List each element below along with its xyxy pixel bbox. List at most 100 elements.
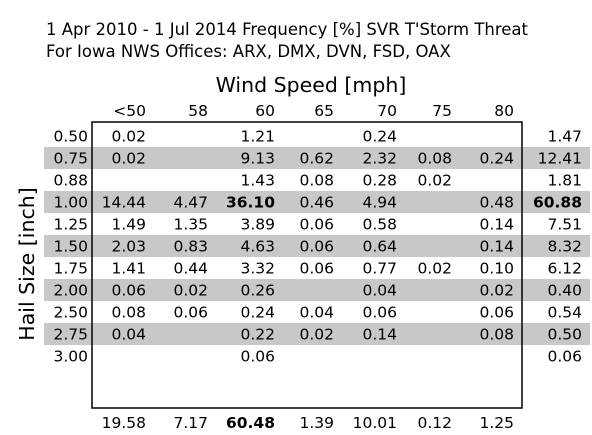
row-header: 2.75 (53, 326, 88, 344)
row-total: 0.06 (547, 348, 582, 366)
table-cell: 2.32 (362, 150, 397, 168)
table-cell: 0.14 (479, 216, 514, 234)
row-total: 12.41 (538, 150, 582, 168)
column-headers: <50 58 60 65 70 75 80 (113, 102, 514, 120)
table-cell: 4.47 (173, 194, 208, 212)
row-header: 0.88 (53, 172, 88, 190)
shaded-row-band (522, 191, 590, 213)
row-header: 1.50 (53, 238, 88, 256)
shaded-row-band (92, 191, 522, 213)
x-axis-label: Wind Speed [mph] (216, 73, 407, 97)
row-header: 0.50 (53, 128, 88, 146)
table-cell: 0.08 (111, 304, 146, 322)
row-totals: 1.47 12.41 1.81 60.88 7.51 8.32 6.12 0.40 0.54 0.… (533, 128, 582, 366)
row-total: 6.12 (547, 260, 582, 278)
row-header: 2.50 (53, 304, 88, 322)
row-header: 3.00 (53, 348, 88, 366)
shaded-row-band (44, 147, 92, 169)
table-cell: 1.43 (240, 172, 275, 190)
table-cell: 0.04 (299, 304, 334, 322)
table-cell: 2.03 (111, 238, 146, 256)
table-cell: 4.63 (240, 238, 275, 256)
column-total: 1.39 (299, 414, 334, 432)
row-header: 1.00 (53, 194, 88, 212)
table-cell: 0.08 (299, 172, 334, 190)
shaded-row-band (92, 279, 522, 301)
table-cell: 0.02 (299, 326, 334, 344)
table-cell: 0.06 (173, 304, 208, 322)
table-cells: 0.02 1.21 0.24 0.02 9.13 0.62 2.32 0.08 0.24 1.43… (102, 128, 514, 366)
table-cell: 14.44 (102, 194, 146, 212)
table-cell: 3.89 (240, 216, 275, 234)
table-cell: 1.35 (173, 216, 208, 234)
y-axis-label: Hail Size [inch] (15, 187, 39, 340)
table-cell: 3.32 (240, 260, 275, 278)
row-total: 8.32 (547, 238, 582, 256)
column-header: <50 (113, 102, 146, 120)
column-total: 7.17 (173, 414, 208, 432)
table-cell: 0.06 (362, 304, 397, 322)
column-header: 80 (494, 102, 514, 120)
table-cell: 0.06 (299, 238, 334, 256)
shaded-row-band (92, 235, 522, 257)
row-header: 2.00 (53, 282, 88, 300)
table-cell: 4.94 (362, 194, 397, 212)
row-total: 7.51 (547, 216, 582, 234)
shaded-row-band (522, 323, 590, 345)
table-cell: 0.02 (417, 172, 452, 190)
table-cell: 0.02 (111, 150, 146, 168)
table-cell: 0.06 (111, 282, 146, 300)
table-cell: 0.06 (299, 260, 334, 278)
column-total: 10.01 (353, 414, 397, 432)
shaded-row-band (92, 323, 522, 345)
column-total: 60.48 (226, 414, 275, 432)
column-header: 75 (432, 102, 452, 120)
table-cell: 0.14 (362, 326, 397, 344)
table-cell: 0.06 (479, 304, 514, 322)
table-cell: 0.02 (111, 128, 146, 146)
row-shading-bands (44, 147, 590, 345)
shaded-row-band (44, 279, 92, 301)
table-cell: 0.14 (479, 238, 514, 256)
shaded-row-band (522, 235, 590, 257)
table-frame (91, 121, 523, 409)
table-cell: 1.49 (111, 216, 146, 234)
row-header: 1.25 (53, 216, 88, 234)
table-cell: 0.48 (479, 194, 514, 212)
column-total: 1.25 (479, 414, 514, 432)
row-total: 1.47 (547, 128, 582, 146)
table-cell: 0.26 (240, 282, 275, 300)
table-cell: 0.28 (362, 172, 397, 190)
table-cell: 0.02 (173, 282, 208, 300)
table-cell: 9.13 (240, 150, 275, 168)
table-cell: 0.64 (362, 238, 397, 256)
table-cell: 0.46 (299, 194, 334, 212)
table-cell: 0.62 (299, 150, 334, 168)
table-cell: 0.04 (111, 326, 146, 344)
table-cell: 0.10 (479, 260, 514, 278)
table-cell: 1.41 (111, 260, 146, 278)
column-totals: 19.58 7.17 60.48 1.39 10.01 0.12 1.25 (102, 414, 514, 432)
shaded-row-band (44, 235, 92, 257)
table-cell: 0.08 (417, 150, 452, 168)
table-cell: 0.04 (362, 282, 397, 300)
row-total: 0.40 (547, 282, 582, 300)
table-cell: 36.10 (226, 194, 275, 212)
table-cell: 0.83 (173, 238, 208, 256)
row-headers: 0.50 0.75 0.88 1.00 1.25 1.50 1.75 2.00 2.50 2.75… (53, 128, 88, 366)
row-total: 1.81 (547, 172, 582, 190)
row-header: 0.75 (53, 150, 88, 168)
column-header: 58 (188, 102, 208, 120)
table-cell: 0.58 (362, 216, 397, 234)
shaded-row-band (44, 191, 92, 213)
column-header: 70 (377, 102, 397, 120)
table-cell: 0.24 (479, 150, 514, 168)
table-cell: 0.02 (479, 282, 514, 300)
column-total: 19.58 (102, 414, 146, 432)
table-cell: 0.77 (362, 260, 397, 278)
row-total: 0.54 (547, 304, 582, 322)
chart-title-line1: 1 Apr 2010 - 1 Jul 2014 Frequency [%] SV… (46, 20, 529, 39)
table-cell: 0.06 (240, 348, 275, 366)
shaded-row-band (522, 279, 590, 301)
